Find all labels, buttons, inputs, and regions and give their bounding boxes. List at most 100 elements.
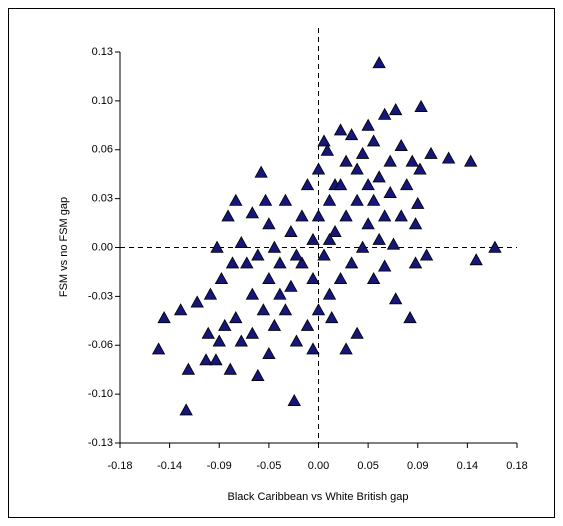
point: [201, 326, 215, 339]
point: [377, 259, 392, 272]
point: [377, 107, 392, 120]
x-tick-label: 0.05: [357, 460, 378, 472]
point: [256, 303, 271, 316]
point: [225, 256, 240, 269]
point: [267, 318, 282, 331]
point: [234, 334, 248, 347]
point: [361, 118, 375, 131]
point: [210, 240, 224, 253]
point: [344, 128, 359, 141]
y-tick-label: 0.10: [92, 95, 113, 107]
point: [306, 342, 320, 355]
point: [488, 240, 502, 253]
point: [441, 151, 456, 164]
point: [209, 353, 223, 366]
point: [366, 193, 381, 206]
point: [408, 256, 423, 269]
x-tick-label: 0.00: [308, 460, 329, 472]
point: [300, 178, 315, 191]
point: [361, 217, 375, 230]
point: [394, 139, 408, 152]
point: [389, 103, 403, 116]
point: [311, 303, 326, 316]
point: [199, 353, 213, 366]
point: [311, 209, 326, 222]
point: [245, 206, 260, 219]
point: [173, 303, 188, 316]
frame: [8, 8, 555, 518]
point: [350, 193, 364, 206]
x-tick-label: -0.09: [207, 460, 232, 472]
point: [383, 185, 397, 198]
point: [372, 232, 386, 245]
point: [339, 154, 353, 167]
y-tick-label: -0.06: [88, 339, 113, 351]
y-tick-label: -0.10: [88, 388, 113, 400]
y-tick-label: 0.06: [92, 144, 113, 156]
point: [355, 240, 370, 253]
point: [400, 178, 414, 191]
point: [262, 217, 276, 230]
point: [411, 196, 425, 209]
point: [317, 134, 331, 147]
point: [214, 271, 229, 284]
point: [278, 303, 293, 316]
point: [262, 271, 276, 284]
point: [229, 311, 243, 324]
y-tick-label: 0.03: [92, 193, 113, 205]
point: [344, 256, 359, 269]
point: [251, 248, 265, 261]
point: [254, 165, 268, 178]
x-tick-label: -0.14: [157, 460, 182, 472]
point: [414, 99, 428, 112]
point: [372, 170, 386, 183]
point: [333, 271, 348, 284]
y-axis-label: FSM vs no FSM gap: [58, 197, 70, 297]
point: [403, 311, 417, 324]
point: [284, 225, 298, 238]
y-tick-label: -0.13: [88, 437, 113, 449]
point: [405, 154, 419, 167]
point: [394, 209, 408, 222]
point: [273, 287, 287, 300]
point: [190, 295, 204, 308]
point: [234, 235, 248, 249]
point: [218, 318, 232, 331]
point: [287, 393, 301, 406]
point: [267, 240, 282, 253]
point: [295, 256, 309, 269]
point: [212, 334, 226, 347]
point: [273, 256, 287, 269]
point: [366, 134, 381, 147]
point: [350, 326, 364, 339]
point: [333, 178, 348, 191]
x-tick-label: -0.18: [107, 460, 132, 472]
point: [223, 362, 237, 375]
point: [424, 146, 438, 159]
point: [389, 292, 403, 305]
x-tick-label: 0.14: [457, 460, 478, 472]
point: [203, 287, 218, 300]
point: [157, 311, 171, 324]
point: [221, 209, 235, 222]
point: [151, 342, 166, 355]
point: [251, 368, 265, 381]
point: [300, 318, 315, 331]
point: [320, 143, 335, 156]
point: [361, 178, 375, 191]
point: [350, 162, 364, 175]
point: [377, 209, 392, 222]
point: [262, 347, 276, 360]
point: [322, 287, 337, 300]
point: [289, 334, 304, 347]
point: [333, 123, 348, 136]
point: [278, 193, 293, 206]
point: [306, 271, 320, 284]
point: [284, 279, 298, 292]
point: [322, 232, 337, 245]
point: [419, 248, 434, 261]
y-tick-label: 0.00: [92, 241, 113, 253]
point: [240, 256, 254, 269]
point: [229, 193, 243, 206]
